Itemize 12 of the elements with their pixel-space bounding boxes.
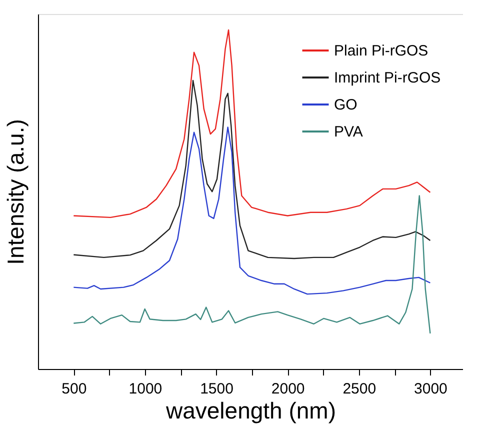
y-axis-title: Intensity (a.u.) [2, 119, 28, 265]
x-tick-label: 3000 [414, 380, 448, 398]
x-tick-label: 2000 [271, 380, 305, 398]
legend-label: Plain Pi-rGOS [334, 42, 428, 60]
legend-label: Imprint Pi-rGOS [334, 70, 441, 86]
x-tick-label: 1500 [200, 380, 234, 398]
x-tick-label: 1000 [128, 380, 162, 398]
legend-label: GO [334, 96, 358, 114]
x-tick-label: 500 [62, 380, 87, 398]
legend-label: PVA [334, 124, 363, 140]
x-tick-label: 2500 [342, 380, 376, 398]
x-axis-title: wavelength (nm) [164, 398, 336, 424]
